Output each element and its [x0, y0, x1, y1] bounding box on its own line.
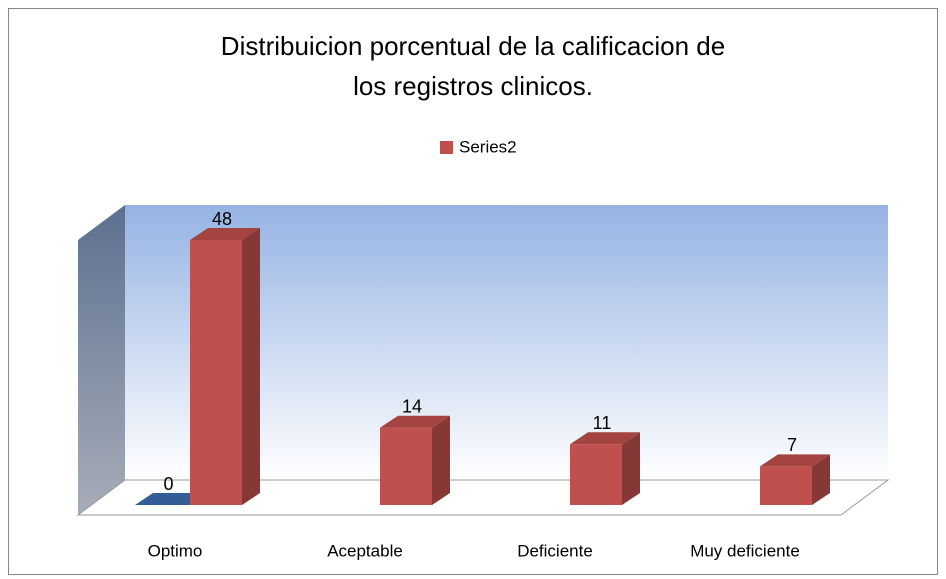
bar-side [812, 454, 830, 505]
chart-title: los registros clinicos. [353, 71, 593, 101]
legend-swatch [440, 141, 453, 154]
chart-title: Distribuicion porcentual de la calificac… [221, 31, 725, 61]
data-label: 14 [402, 396, 422, 416]
bar-side [242, 228, 260, 505]
x-tick-label: Optimo [148, 541, 203, 560]
data-label: 11 [593, 413, 612, 433]
floor [76, 479, 890, 516]
bar [380, 415, 450, 505]
back-wall [125, 205, 888, 480]
bar [135, 493, 208, 505]
bar-front [380, 427, 432, 505]
bar-top [570, 432, 640, 445]
data-label: 48 [212, 209, 232, 229]
bar-top [190, 228, 260, 240]
bar [190, 228, 260, 505]
bar-side [622, 432, 640, 505]
side-wall [78, 205, 125, 515]
bar-top [760, 454, 830, 467]
legend-label: Series2 [459, 137, 517, 156]
x-tick-label: Muy deficiente [690, 541, 800, 560]
x-tick-label: Deficiente [517, 541, 593, 560]
data-label: 0 [163, 474, 173, 494]
bar [570, 432, 640, 505]
data-label: 7 [787, 435, 797, 455]
bar [760, 454, 830, 505]
bar-front [570, 444, 622, 505]
bar-top [135, 493, 208, 505]
x-tick-label: Aceptable [327, 541, 403, 560]
bar-top [380, 415, 450, 428]
bar-front [760, 466, 812, 505]
bar-side [432, 415, 450, 505]
bar-front [190, 240, 242, 505]
